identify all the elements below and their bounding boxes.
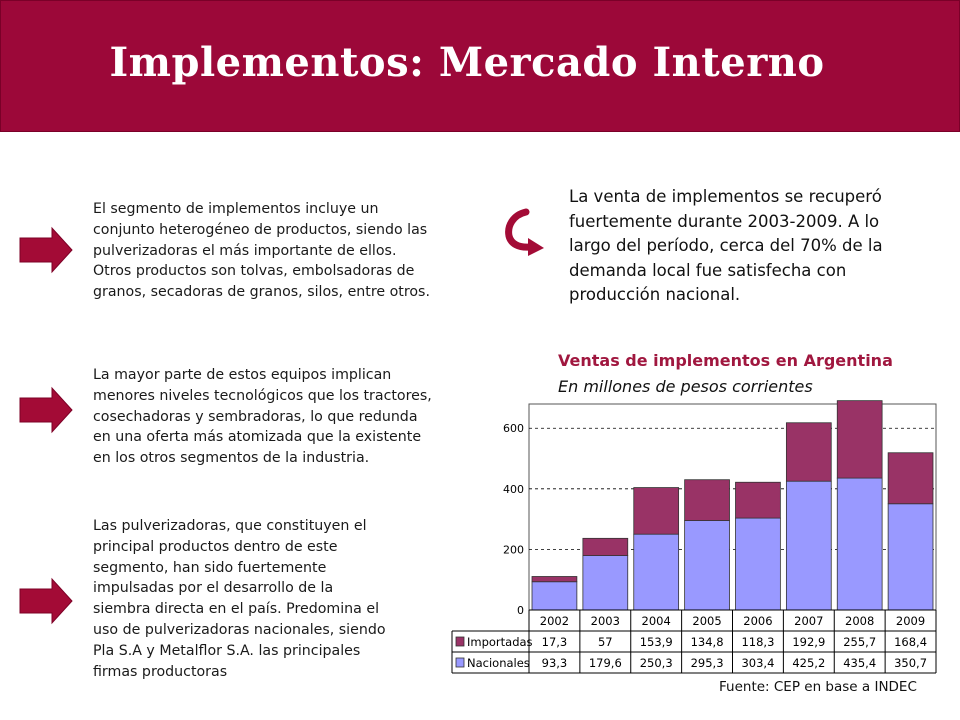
bar-importadas: [836, 400, 883, 479]
data-label-nacionales: 435,4: [843, 656, 876, 670]
data-label-importadas: 168,4: [894, 635, 927, 649]
bar-nacionales: [531, 581, 578, 611]
bar-importadas: [582, 537, 629, 556]
bar-nacionales: [582, 555, 629, 611]
arrow-right-icon: [19, 386, 73, 434]
bullet-text: La mayor parte de estos equipos implican…: [93, 365, 473, 469]
data-label-nacionales: 350,7: [894, 656, 927, 670]
arrow-right-icon: [19, 577, 73, 625]
bar-importadas: [785, 422, 832, 482]
bar-nacionales: [735, 517, 781, 611]
x-tick-label: 2007: [794, 614, 823, 628]
text-line: Las pulverizadoras, que constituyen el: [93, 518, 367, 534]
bar-importadas: [633, 487, 680, 535]
bar-importadas: [684, 479, 730, 521]
y-tick-label: 200: [503, 543, 524, 556]
text-line: La mayor parte de estos equipos implican: [93, 367, 392, 383]
x-tick-label: 2009: [896, 614, 925, 628]
text-line: demanda local fue satisfecha con: [569, 260, 847, 280]
sales-chart: 0 200 400 600 2002 17,3 93,3 2003 57 179,6 2004 153…: [451, 400, 937, 674]
legend-label-nacionales: Nacionales: [467, 656, 530, 670]
x-tick-label: 2002: [540, 614, 569, 628]
data-label-importadas: 17,3: [542, 635, 568, 649]
data-label-importadas: 57: [598, 635, 613, 649]
source-note: Fuente: CEP en base a INDEC: [719, 679, 917, 695]
data-label-nacionales: 93,3: [542, 656, 568, 670]
bullet-text: Las pulverizadoras, que constituyen el p…: [93, 516, 433, 682]
text-line: impulsadas por el desarrollo de la: [93, 580, 334, 597]
text-line: producción nacional.: [569, 285, 741, 304]
bullet-text: El segmento de implementos incluye un co…: [93, 199, 473, 303]
page-title: Implementos: Mercado Interno: [109, 39, 825, 86]
bar-nacionales: [684, 520, 730, 611]
text-line: Pla S.A y Metalflor S.A. las principales: [93, 642, 361, 659]
text-line: siembra directa en el país. Predomina el: [93, 601, 380, 618]
data-label-importadas: 192,9: [792, 635, 825, 649]
text-line: granos, secadoras de granos, silos, entr…: [93, 284, 430, 301]
bar-nacionales: [887, 503, 934, 611]
x-tick-label: 2006: [743, 614, 772, 628]
bar-nacionales: [633, 533, 680, 611]
x-tick-label: 2004: [642, 614, 671, 628]
text-line: Otros productos son tolvas, embolsadoras…: [93, 263, 415, 280]
y-tick-label: 600: [503, 422, 524, 435]
text-line: fuertemente durante 2003-2009. A lo: [569, 211, 880, 231]
y-tick-label: 400: [503, 483, 524, 496]
data-label-importadas: 255,7: [843, 635, 876, 649]
x-tick-label: 2005: [692, 614, 721, 628]
data-label-importadas: 153,9: [640, 635, 673, 649]
bar-importadas: [887, 452, 934, 505]
data-label-nacionales: 303,4: [741, 656, 774, 670]
text-line: segmento, han sido fuertemente: [93, 559, 327, 576]
bar-nacionales: [836, 477, 883, 611]
legend-swatch-nacionales: [455, 657, 465, 668]
bar-importadas: [735, 481, 781, 519]
text-line: uso de pulverizadoras nacionales, siendo: [93, 621, 386, 638]
chart-subtitle: En millones de pesos corrientes: [558, 377, 813, 396]
text-line: menores niveles tecnológicos que los tra…: [93, 387, 432, 404]
data-label-nacionales: 425,2: [792, 656, 825, 670]
x-tick-label: 2008: [845, 614, 874, 628]
data-label-importadas: 118,3: [741, 635, 774, 649]
bar-nacionales: [785, 480, 832, 611]
text-line: cosechadoras y sembradoras, lo que redun…: [93, 408, 418, 425]
text-line: firmas productoras: [93, 663, 228, 680]
intro-text: La venta de implementos se recuperó fuer…: [569, 185, 924, 308]
y-tick-label: 0: [517, 604, 524, 617]
data-label-nacionales: 295,3: [691, 656, 724, 670]
curved-arrow-icon: [505, 208, 544, 256]
text-line: principal productos dentro de este: [93, 538, 338, 555]
arrow-right-icon: [19, 226, 73, 274]
bar-importadas: [531, 576, 578, 583]
text-line: conjunto heterogéneo de productos, siend…: [93, 221, 428, 238]
text-line: en los otros segmentos de la industria.: [93, 450, 370, 467]
text-line: La venta de implementos se recuperó: [569, 187, 882, 206]
chart-title: Ventas de implementos en Argentina: [558, 351, 893, 370]
legend-swatch-importadas: [455, 636, 465, 647]
title-banner: Implementos: Mercado Interno: [0, 0, 960, 132]
data-label-nacionales: 250,3: [640, 656, 673, 670]
legend-label-importadas: Importadas: [467, 635, 533, 649]
text-line: en una oferta más atomizada que la exist…: [93, 429, 422, 446]
text-line: pulverizadoras el más importante de ello…: [93, 242, 397, 259]
data-label-importadas: 134,8: [691, 635, 724, 649]
text-line: El segmento de implementos incluye un: [93, 201, 379, 217]
text-line: largo del período, cerca del 70% de la: [569, 236, 883, 255]
data-label-nacionales: 179,6: [589, 656, 622, 670]
x-tick-label: 2003: [591, 614, 620, 628]
